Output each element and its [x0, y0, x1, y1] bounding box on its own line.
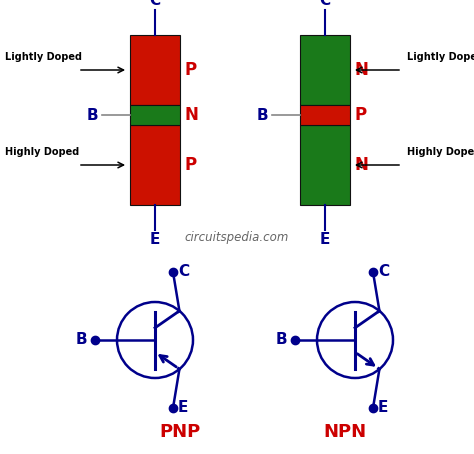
Text: E: E: [150, 232, 160, 247]
Bar: [300, 125, 350, 205]
Text: N: N: [355, 61, 369, 79]
Bar: [300, 35, 350, 105]
Bar: [130, 105, 180, 125]
Bar: [130, 35, 180, 105]
Text: N: N: [355, 156, 369, 174]
Text: Highly Doped: Highly Doped: [5, 147, 79, 157]
Text: PNP: PNP: [159, 423, 201, 441]
Text: B: B: [256, 108, 268, 123]
Text: C: C: [378, 265, 389, 280]
Text: B: B: [275, 332, 287, 347]
Text: E: E: [320, 232, 330, 247]
Text: NPN: NPN: [323, 423, 366, 441]
Text: B: B: [75, 332, 87, 347]
Text: P: P: [185, 61, 197, 79]
Text: B: B: [86, 108, 98, 123]
Bar: [130, 125, 180, 205]
Bar: [300, 105, 350, 125]
Text: P: P: [185, 156, 197, 174]
Text: N: N: [185, 106, 199, 124]
Text: P: P: [355, 106, 367, 124]
Text: Highly Doped: Highly Doped: [407, 147, 474, 157]
Text: Lightly Doped: Lightly Doped: [5, 52, 82, 62]
Text: Lightly Doped: Lightly Doped: [407, 52, 474, 62]
Text: E: E: [378, 400, 388, 415]
Text: C: C: [178, 265, 189, 280]
Text: C: C: [149, 0, 161, 8]
Text: E: E: [178, 400, 188, 415]
Text: C: C: [319, 0, 330, 8]
Text: circuitspedia.com: circuitspedia.com: [185, 232, 289, 245]
